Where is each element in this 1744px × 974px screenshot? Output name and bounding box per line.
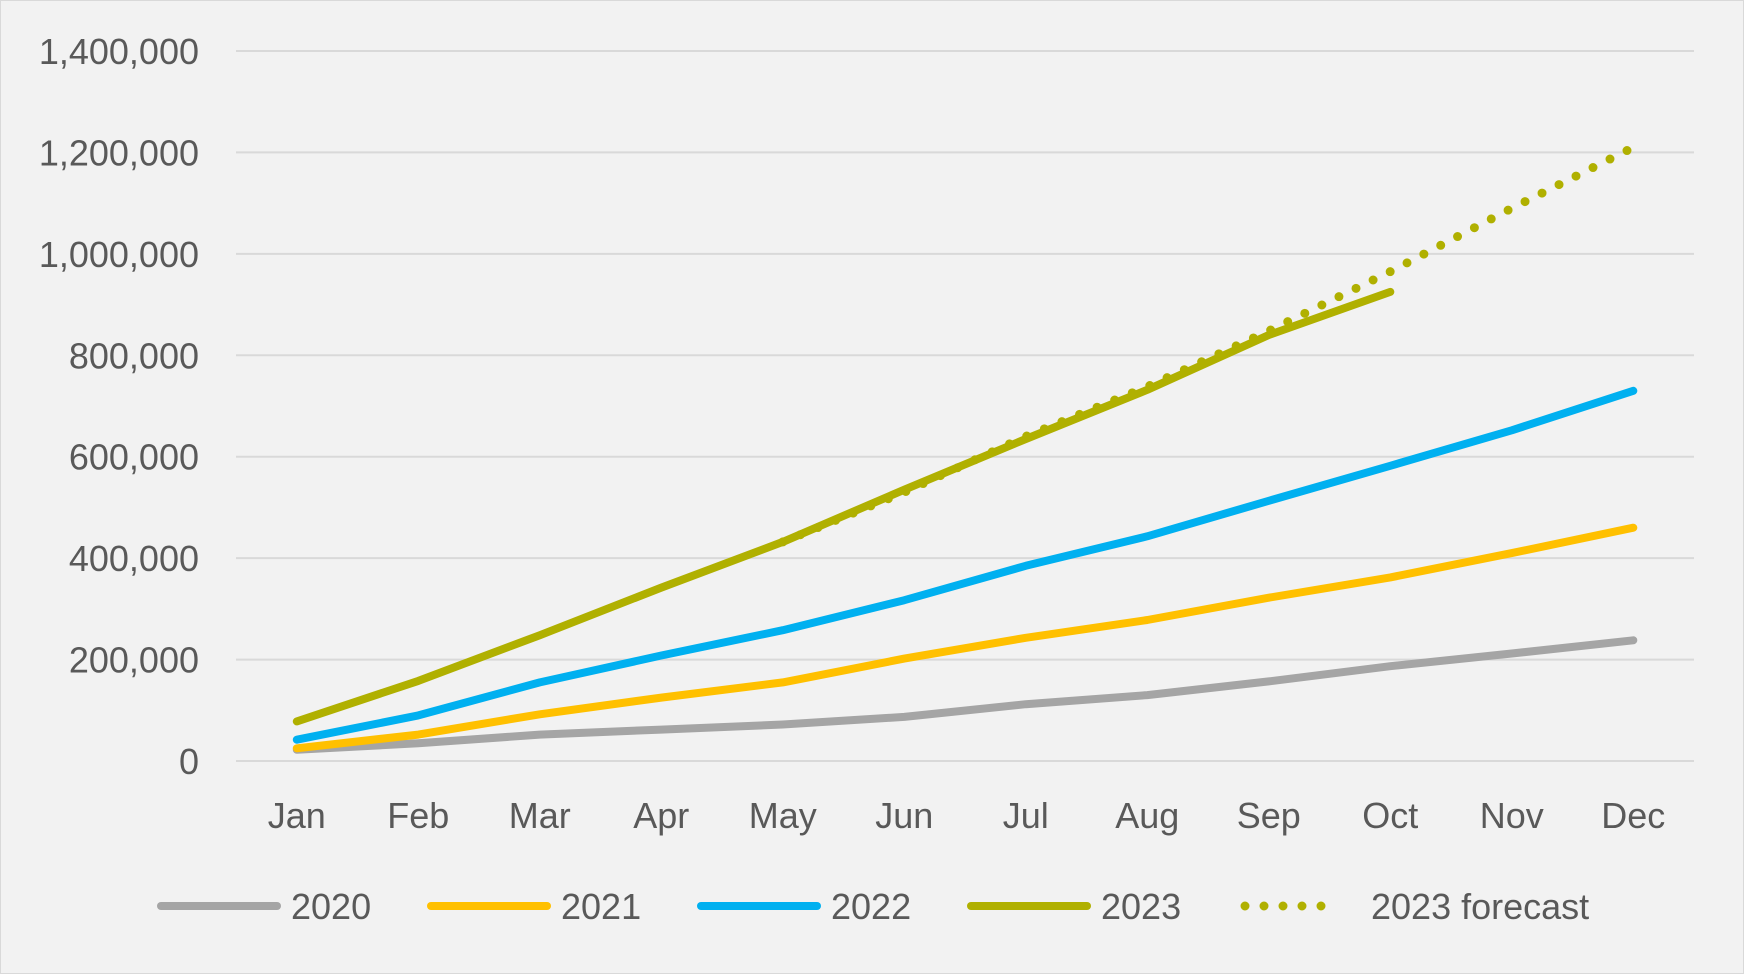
y-tick-label: 400,000 xyxy=(69,538,199,579)
x-tick-label: Apr xyxy=(633,795,689,836)
series-line-2023 xyxy=(292,287,1395,726)
legend-item-2020: 2020 xyxy=(157,886,371,927)
x-tick-label: Mar xyxy=(509,795,571,836)
x-tick-label: Sep xyxy=(1237,795,1301,836)
y-tick-label: 0 xyxy=(179,741,199,782)
x-tick-label: Aug xyxy=(1115,795,1179,836)
series-line-2022 xyxy=(292,386,1638,744)
legend-item-2021: 2021 xyxy=(427,886,641,927)
legend-label: 2020 xyxy=(291,886,371,927)
series-line-2021 xyxy=(292,523,1638,753)
x-tick-label: Jun xyxy=(875,795,933,836)
x-tick-label: Nov xyxy=(1480,795,1544,836)
legend-label: 2021 xyxy=(561,886,641,927)
x-axis-tick-labels: Jan Feb Mar Apr May Jun Jul Aug Sep Oct Nov Dec xyxy=(268,795,1666,836)
x-tick-label: Dec xyxy=(1601,795,1665,836)
legend-label: 2023 xyxy=(1101,886,1181,927)
y-tick-label: 1,200,000 xyxy=(39,132,199,173)
y-axis-tick-labels: 0 200,000 400,000 600,000 800,000 1,000,000 1,… xyxy=(39,31,199,782)
x-tick-label: Jan xyxy=(268,795,326,836)
y-tick-label: 1,400,000 xyxy=(39,31,199,72)
legend: 2020 2021 2022 2023 2023 forecast xyxy=(157,886,1589,927)
series-line-2020 xyxy=(292,636,1638,754)
series-line-2023-forecast xyxy=(778,142,1638,547)
y-tick-label: 600,000 xyxy=(69,437,199,478)
y-tick-label: 800,000 xyxy=(69,335,199,376)
legend-item-2022: 2022 xyxy=(697,886,911,927)
series-lines xyxy=(292,142,1638,754)
y-tick-label: 200,000 xyxy=(69,640,199,681)
y-tick-label: 1,000,000 xyxy=(39,234,199,275)
x-tick-label: Oct xyxy=(1362,795,1418,836)
legend-item-2023-forecast: 2023 forecast xyxy=(1240,886,1589,927)
x-tick-label: Feb xyxy=(387,795,449,836)
legend-item-2023: 2023 xyxy=(967,886,1181,927)
x-tick-label: May xyxy=(749,795,817,836)
legend-label: 2023 forecast xyxy=(1371,886,1589,927)
x-tick-label: Jul xyxy=(1003,795,1049,836)
legend-label: 2022 xyxy=(831,886,911,927)
